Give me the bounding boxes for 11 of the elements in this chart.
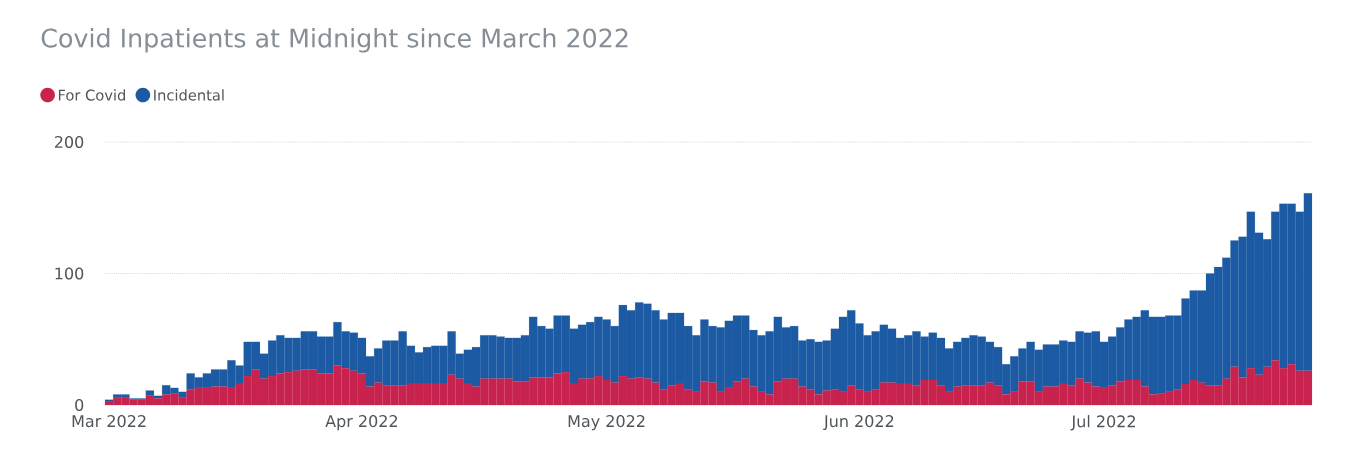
x-tick-label: May 2022 [568, 415, 645, 431]
y-tick-label: 0 [75, 398, 84, 412]
legend-label: For Covid [58, 89, 125, 101]
x-tick-label: Mar 2022 [72, 415, 146, 428]
x-tick-label: Jul 2022 [1070, 415, 1135, 431]
y-tick-label: 200 [54, 135, 84, 149]
legend-label: Incidental [154, 89, 224, 101]
chart-title: Covid Inpatients at Midnight since March 2022 [41, 28, 628, 53]
y-tick-label: 100 [55, 267, 84, 280]
x-tick-label: Apr 2022 [325, 415, 398, 431]
x-tick-label: Jun 2022 [823, 415, 894, 431]
